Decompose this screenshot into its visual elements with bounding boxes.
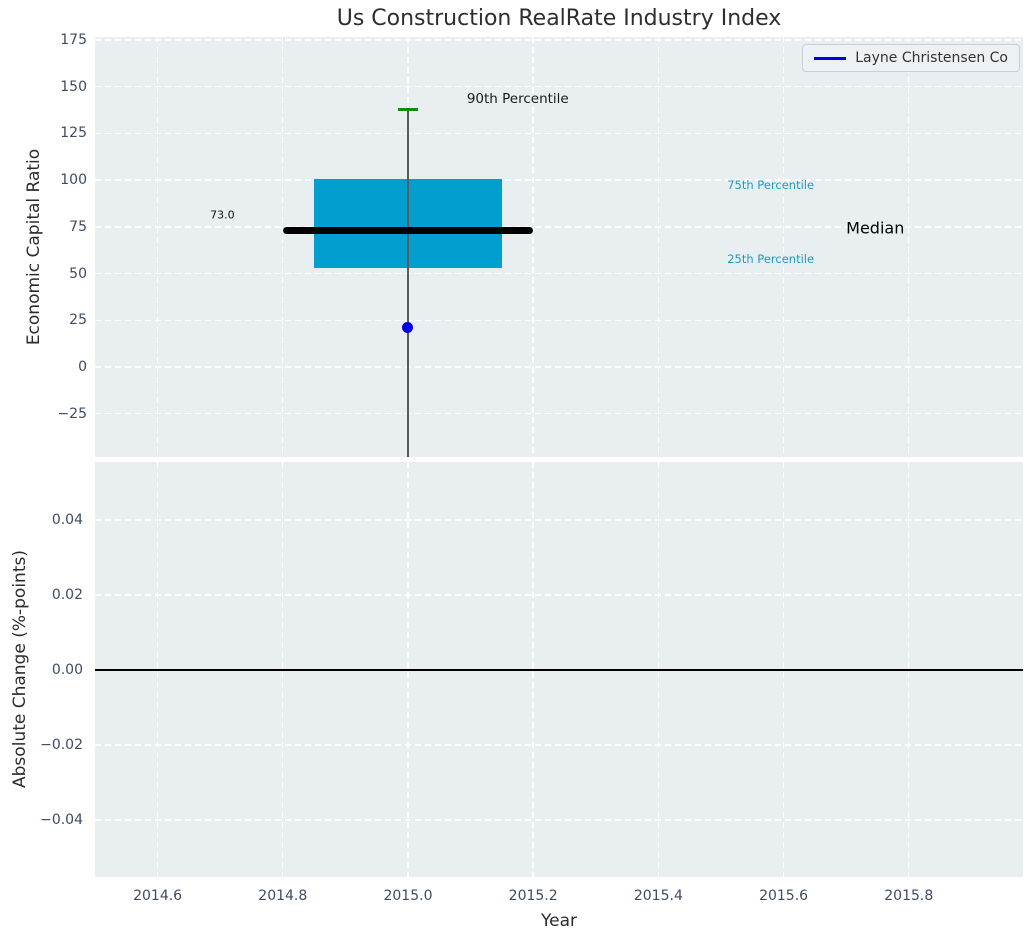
chart-title: Us Construction RealRate Industry Index bbox=[337, 6, 782, 31]
y-tick-label: 0.00 bbox=[23, 662, 83, 678]
bottom-plot-area bbox=[95, 462, 1023, 877]
h-gridline bbox=[95, 39, 1023, 40]
median-label-annotation: Median bbox=[846, 218, 904, 237]
y-tick-label: 100 bbox=[27, 172, 87, 188]
figure: Us Construction RealRate Industry Index … bbox=[0, 0, 1034, 942]
y-tick-label: 50 bbox=[27, 266, 87, 282]
h-gridline bbox=[95, 744, 1023, 745]
h-gridline bbox=[95, 819, 1023, 820]
y-tick-label: 125 bbox=[27, 125, 87, 141]
h-gridline bbox=[95, 133, 1023, 134]
y-tick-label: 150 bbox=[27, 79, 87, 95]
whisker-line bbox=[407, 109, 408, 457]
median-value-annotation: 73.0 bbox=[210, 208, 235, 221]
y-tick-label: −0.02 bbox=[23, 737, 83, 753]
h-gridline bbox=[95, 366, 1023, 367]
y-tick-label: −0.04 bbox=[23, 812, 83, 828]
y-tick-label: 0.02 bbox=[23, 587, 83, 603]
h-gridline bbox=[95, 413, 1023, 414]
v-gridline bbox=[783, 37, 784, 457]
y-tick-label: 75 bbox=[27, 219, 87, 235]
y-tick-label: 0.04 bbox=[23, 512, 83, 528]
h-gridline bbox=[95, 320, 1023, 321]
p75-label-annotation: 75th Percentile bbox=[727, 178, 814, 192]
h-gridline bbox=[95, 273, 1023, 274]
median-line bbox=[283, 227, 533, 234]
legend: Layne Christensen Co bbox=[802, 44, 1020, 72]
v-gridline bbox=[658, 37, 659, 457]
x-tick-label: 2014.6 bbox=[133, 888, 182, 904]
h-gridline bbox=[95, 86, 1023, 87]
y-tick-label: 0 bbox=[27, 359, 87, 375]
h-gridline bbox=[95, 519, 1023, 520]
legend-line-sample bbox=[814, 57, 846, 60]
h-gridline bbox=[95, 179, 1023, 180]
p25-label-annotation: 25th Percentile bbox=[727, 252, 814, 266]
y-tick-label: −25 bbox=[27, 406, 87, 422]
legend-label: Layne Christensen Co bbox=[855, 50, 1008, 66]
zero-line bbox=[95, 669, 1023, 671]
company-point bbox=[402, 322, 413, 333]
v-gridline bbox=[282, 37, 283, 457]
v-gridline bbox=[908, 37, 909, 457]
p90-label-annotation: 90th Percentile bbox=[467, 91, 569, 107]
x-tick-label: 2015.8 bbox=[884, 888, 933, 904]
x-tick-label: 2015.4 bbox=[634, 888, 683, 904]
y-tick-label: 25 bbox=[27, 312, 87, 328]
x-tick-label: 2014.8 bbox=[258, 888, 307, 904]
x-tick-label: 2015.0 bbox=[383, 888, 432, 904]
x-tick-label: 2015.6 bbox=[759, 888, 808, 904]
x-axis-label: Year bbox=[541, 911, 577, 931]
v-gridline bbox=[157, 37, 158, 457]
x-tick-label: 2015.2 bbox=[509, 888, 558, 904]
h-gridline bbox=[95, 594, 1023, 595]
p90-cap bbox=[398, 108, 418, 111]
top-plot-area: 90th Percentile 75th Percentile Median 25th… bbox=[95, 37, 1023, 457]
y-tick-label: 175 bbox=[27, 32, 87, 48]
